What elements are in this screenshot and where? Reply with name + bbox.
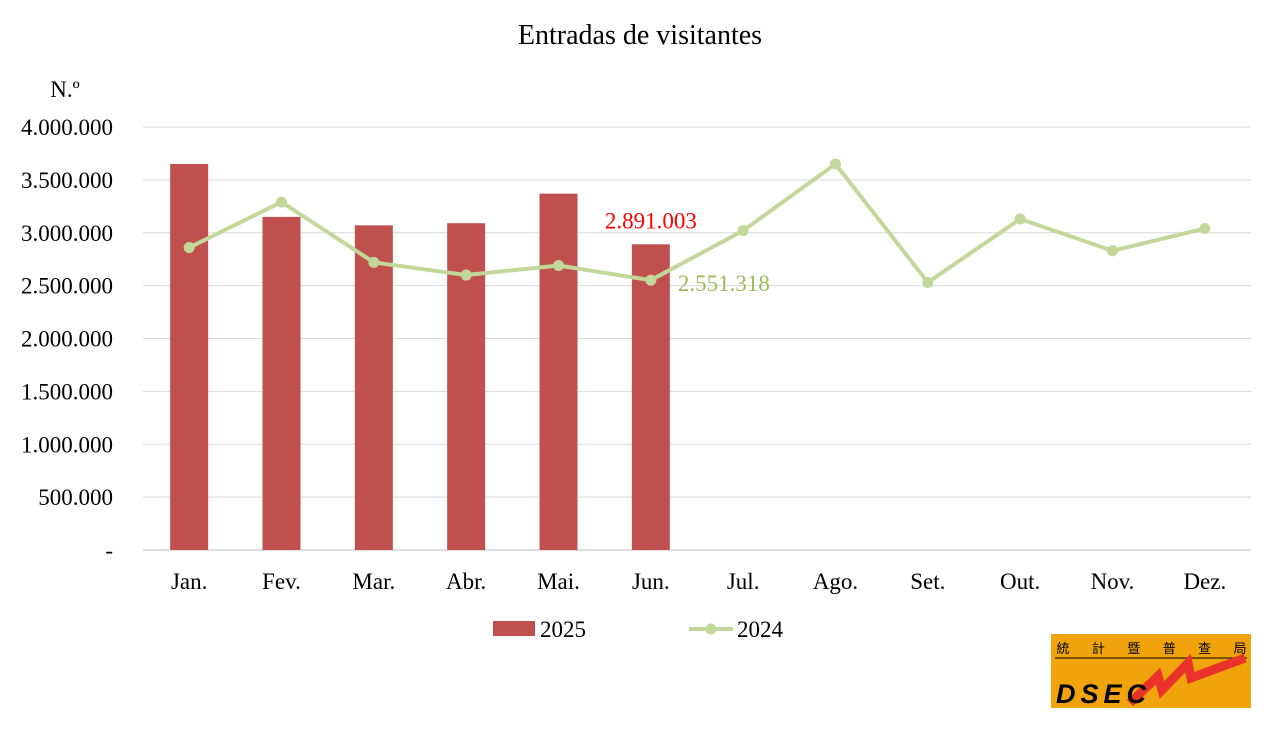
legend-swatch-bar [493, 621, 535, 636]
y-axis-label: N.º [50, 77, 80, 102]
x-tick-label: Out. [1000, 569, 1040, 594]
line-point [460, 269, 472, 281]
line-point [553, 260, 564, 272]
y-tick-label: 2.000.000 [21, 327, 113, 352]
line-point [1199, 223, 1211, 235]
line-point [922, 276, 934, 288]
x-tick-label: Dez. [1183, 569, 1226, 594]
logo-text: DSEC [1056, 679, 1151, 709]
y-axis-ticks: - 500.000 1.000.000 1.500.000 2.000.000 2.500… [21, 115, 113, 563]
legend-label-bar: 2025 [540, 617, 586, 642]
line-series [183, 158, 1211, 288]
x-tick-label: Nov. [1091, 569, 1135, 594]
y-tick-label: 1.500.000 [21, 379, 113, 404]
y-tick-label: 2.500.000 [21, 274, 113, 299]
logo-character: 計 [1092, 641, 1105, 657]
data-labels: 2.891.003 2.551.318 [605, 208, 770, 296]
x-axis-ticks: Jan. Fev. Mar. Abr. Mai. Jun. Jul. Ago. Set. Out.… [171, 569, 1226, 594]
x-tick-label: Mar. [352, 569, 395, 594]
line-point [276, 196, 287, 208]
bar [354, 225, 393, 550]
line-point [368, 256, 380, 268]
line-point [1107, 245, 1118, 257]
y-tick-label: 3.000.000 [21, 221, 113, 246]
logo-character: 查 [1198, 642, 1211, 657]
bar-series [170, 164, 670, 551]
logo-characters: 統計暨普查局 [1056, 641, 1246, 657]
line-point [737, 225, 749, 237]
y-tick-label: 500.000 [38, 485, 113, 510]
bar [631, 244, 670, 550]
series-line [188, 162, 1206, 285]
chart-title: Entradas de visitantes [518, 20, 762, 51]
x-tick-label: Jun. [632, 569, 670, 594]
line-point [183, 242, 195, 254]
y-tick-label: 4.000.000 [21, 115, 113, 140]
legend: 2025 2024 [493, 617, 784, 642]
bar [539, 193, 578, 550]
x-tick-label: Abr. [446, 569, 486, 594]
x-tick-label: Jan. [171, 569, 207, 594]
x-tick-label: Mai. [537, 569, 580, 594]
data-label: 2.891.003 [605, 208, 697, 233]
bar [262, 216, 301, 550]
y-tick-label: 3.500.000 [21, 168, 113, 193]
x-tick-label: Ago. [813, 569, 858, 594]
logo-zigzag [1126, 653, 1247, 707]
data-label: 2.551.318 [678, 271, 770, 296]
bar [170, 164, 209, 550]
logo-character: 普 [1163, 642, 1176, 657]
x-tick-label: Jul. [727, 569, 760, 594]
line-point [830, 158, 841, 170]
logo-character: 局 [1233, 642, 1246, 657]
y-tick-label: 1.000.000 [21, 432, 113, 457]
line-point [645, 274, 657, 286]
gridlines [143, 126, 1251, 551]
logo-character: 統 [1056, 642, 1069, 657]
y-tick-label: - [105, 538, 113, 563]
dsec-logo: 統 計 暨 普 查 局 DSEC [1051, 634, 1251, 709]
x-tick-label: Fev. [262, 569, 301, 594]
x-tick-label: Set. [910, 569, 945, 594]
legend-swatch-marker [705, 623, 717, 635]
logo-character: 暨 [1127, 642, 1140, 657]
line-point [1014, 213, 1026, 225]
legend-label-line: 2024 [737, 617, 784, 642]
